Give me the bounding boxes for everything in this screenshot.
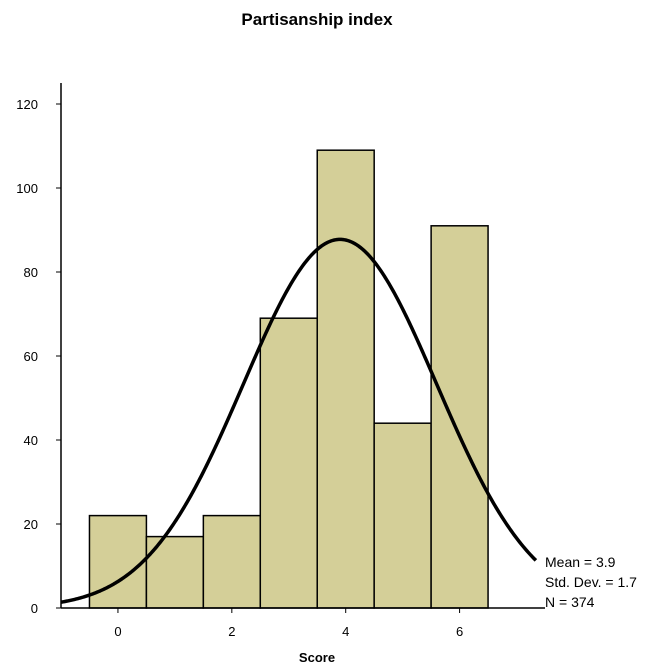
x-axis-title: Score bbox=[299, 650, 335, 665]
ticks-layer: 0 20 40 60 80 100 120 0 2 4 6 bbox=[16, 97, 463, 639]
y-tick-label: 60 bbox=[24, 349, 38, 364]
chart-title: Partisanship index bbox=[241, 10, 393, 29]
stats-box: Mean = 3.9 Std. Dev. = 1.7 N = 374 bbox=[545, 554, 637, 610]
normal-curve bbox=[60, 237, 538, 604]
y-tick-label: 0 bbox=[31, 601, 38, 616]
bars-layer bbox=[88, 149, 489, 609]
histogram-bar bbox=[373, 422, 432, 609]
y-tick-label: 100 bbox=[16, 181, 38, 196]
x-tick-label: 4 bbox=[342, 624, 349, 639]
y-tick-label: 20 bbox=[24, 517, 38, 532]
curve-layer bbox=[60, 237, 538, 604]
y-tick-label: 80 bbox=[24, 265, 38, 280]
stats-line: N = 374 bbox=[545, 594, 595, 610]
axes-layer bbox=[60, 83, 545, 609]
histogram-bar bbox=[202, 514, 262, 609]
histogram-bar bbox=[316, 149, 375, 609]
stats-line: Mean = 3.9 bbox=[545, 554, 616, 570]
histogram-bar bbox=[88, 514, 148, 609]
y-tick-label: 120 bbox=[16, 97, 38, 112]
x-tick-label: 2 bbox=[228, 624, 235, 639]
x-tick-label: 6 bbox=[456, 624, 463, 639]
y-tick-label: 40 bbox=[24, 433, 38, 448]
stats-line: Std. Dev. = 1.7 bbox=[545, 574, 637, 590]
histogram-bar bbox=[430, 225, 489, 609]
x-tick-label: 0 bbox=[114, 624, 121, 639]
histogram-bar bbox=[259, 317, 318, 609]
